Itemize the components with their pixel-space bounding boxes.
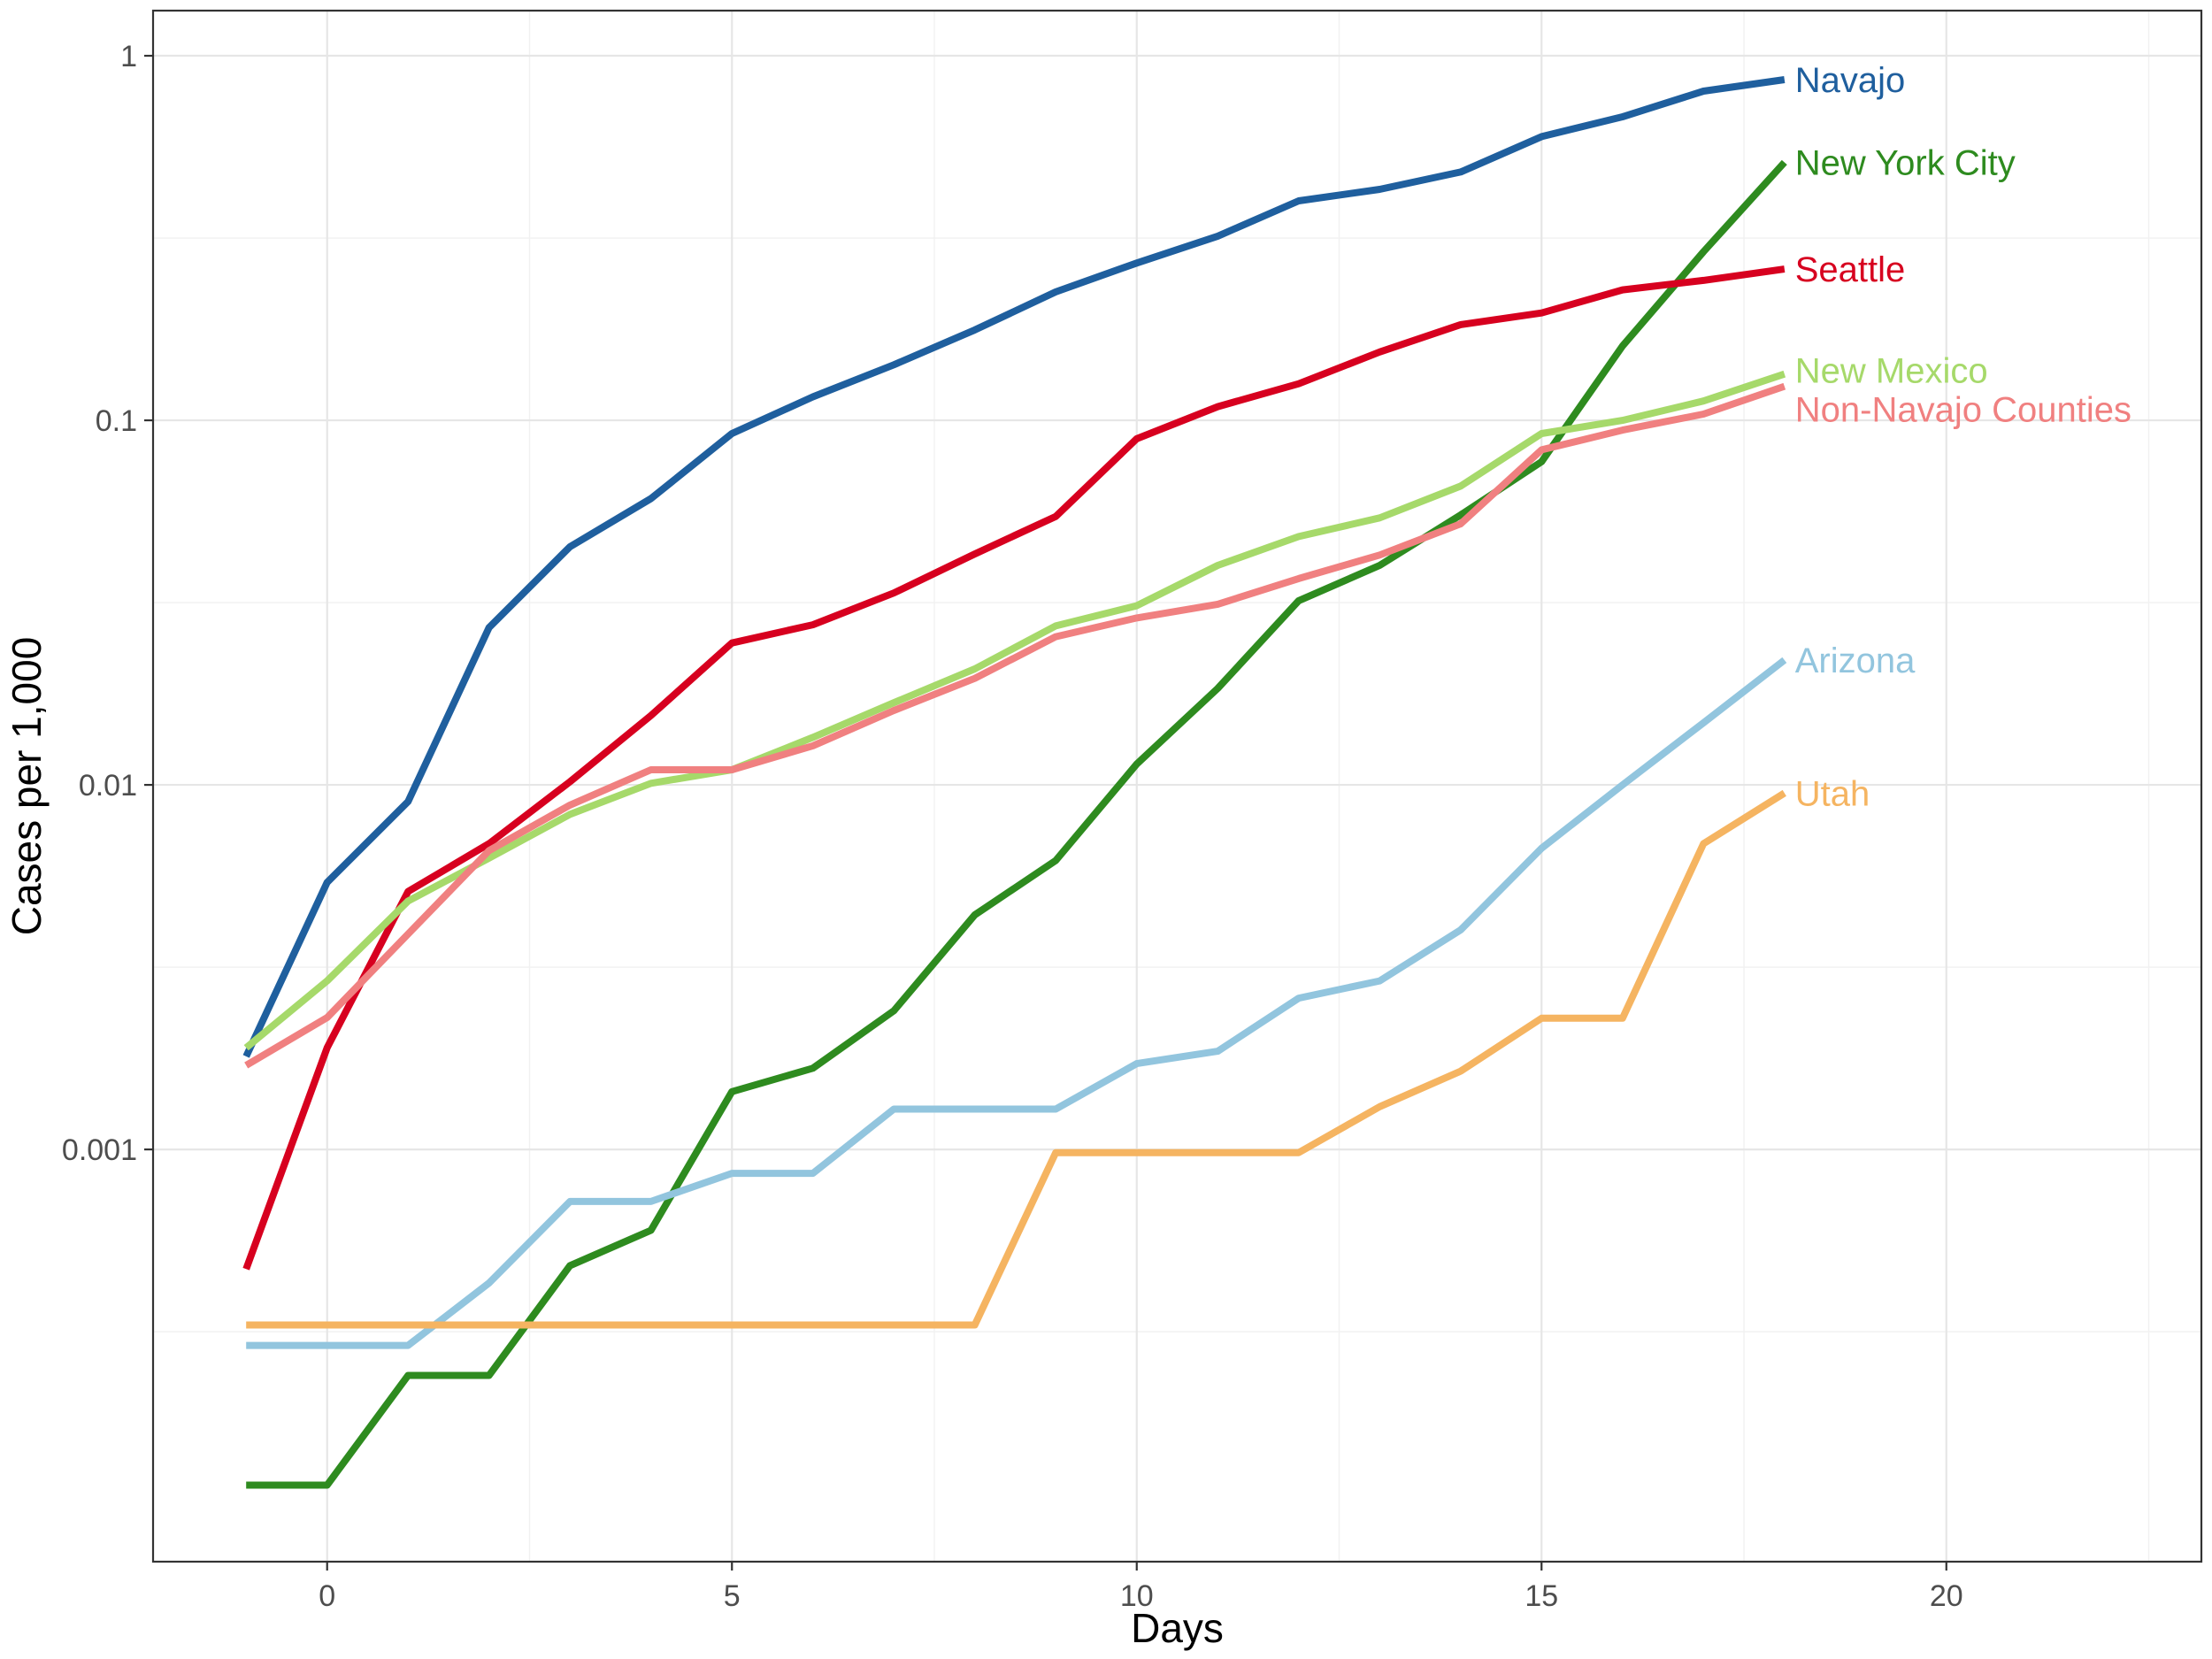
y-tick-label: 0.01 [79,769,137,803]
series-label-new-mexico: New Mexico [1795,352,1988,391]
x-tick-label: 15 [1525,1579,1558,1613]
x-tick-label: 10 [1120,1579,1154,1613]
series-line-non-navajo-counties [244,382,1786,1069]
series-line-navajo [242,76,1786,1058]
plot-panel-border [151,9,2203,1563]
series-line-new-york-city [246,159,1787,1489]
y-axis-title: Cases per 1,000 [4,637,50,936]
x-tick-label: 0 [319,1579,335,1613]
series-labels: Navajo New York City Seattle New MexicoNon-… [1795,61,2131,813]
series-line-utah [246,789,1786,1329]
x-axis-title: Days [1131,1605,1224,1651]
x-tick-label: 5 [724,1579,741,1613]
y-tick-label: 0.1 [96,404,137,438]
y-tick-label: 1 [120,40,137,73]
series-line-new-mexico [243,370,1786,1051]
series-label-new-york-city: New York City [1795,144,2016,183]
series-line-arizona [246,657,1787,1349]
series-label-non-navajo-counties: Non-Navajo Counties [1795,391,2131,430]
series-label-arizona: Arizona [1795,641,1916,680]
x-tick-label: 20 [1930,1579,1963,1613]
series-label-seattle: Seattle [1795,250,1906,289]
series-label-utah: Utah [1795,774,1870,813]
y-tick-label: 0.001 [62,1133,137,1167]
axes: 0 5 10 15 20 0.001 0.01 0.1 1 [62,40,1963,1613]
grid [153,11,2201,1562]
series-lines [242,76,1787,1489]
series-line-seattle [242,265,1786,1271]
series-label-navajo: Navajo [1795,61,1906,100]
